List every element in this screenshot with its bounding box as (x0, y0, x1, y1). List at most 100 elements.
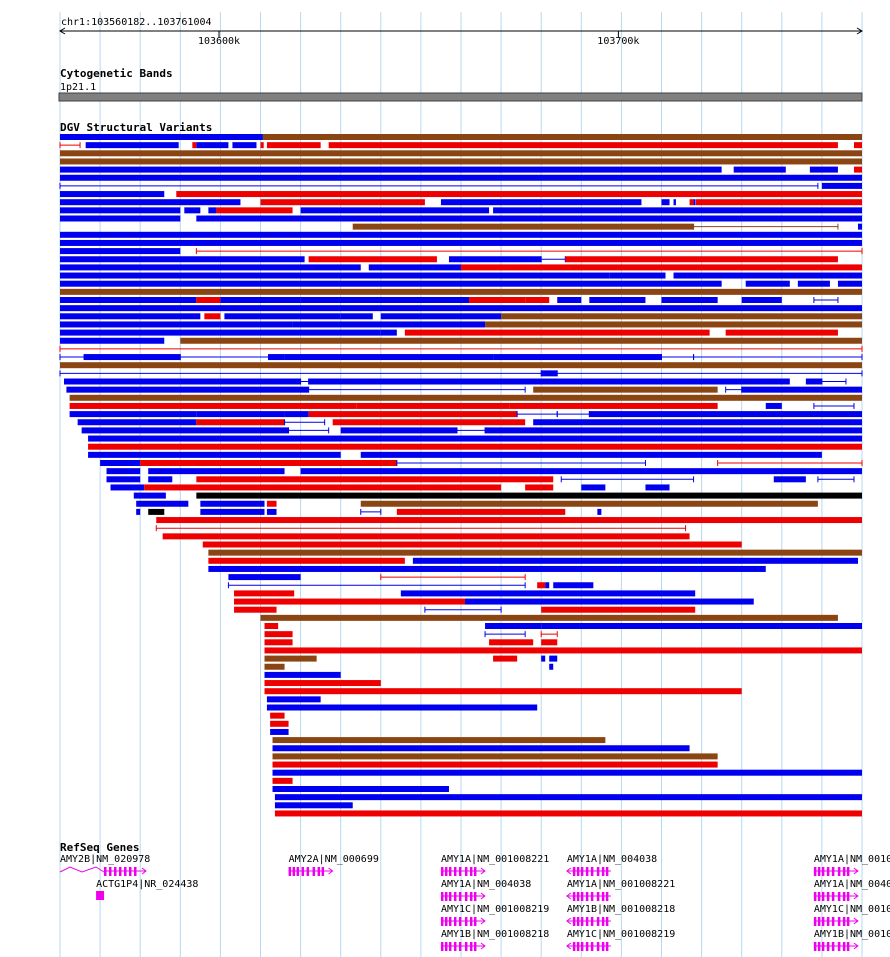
dgv-variant-gain[interactable] (412, 557, 858, 564)
dgv-variant-loss[interactable] (140, 460, 397, 466)
dgv-variant-loss[interactable] (268, 402, 357, 409)
dgv-variant-loss[interactable] (162, 533, 690, 540)
dgv-variant-gain[interactable] (284, 354, 494, 361)
dgv-variant-gain[interactable] (266, 696, 321, 703)
dgv-variant-gain[interactable] (557, 297, 582, 303)
dgv-variant-gain[interactable] (821, 182, 862, 189)
dgv-variant-gain[interactable] (741, 297, 782, 303)
dgv-variant-loss[interactable] (525, 297, 550, 303)
dgv-variant-gain[interactable] (661, 297, 718, 303)
dgv-variant-loss[interactable] (156, 517, 863, 524)
dgv-variant-gain[interactable] (60, 280, 722, 287)
dgv-variant-both[interactable] (272, 753, 718, 760)
dgv-variant-gain[interactable] (60, 239, 862, 246)
dgv-variant-gain[interactable] (340, 427, 457, 434)
dgv-variant-gain[interactable] (284, 411, 309, 418)
dgv-variant-loss[interactable] (509, 402, 718, 409)
dgv-variant-gain[interactable] (60, 256, 305, 263)
dgv-variant-both[interactable] (272, 737, 606, 744)
dgv-variant-gain[interactable] (60, 191, 165, 198)
dgv-variant-gain[interactable] (274, 802, 353, 809)
dgv-variant-both[interactable] (208, 549, 862, 556)
dgv-variant-both[interactable] (501, 313, 862, 320)
refseq-gene[interactable]: AMY1B|NM_001008218 (813, 929, 890, 951)
dgv-variant-loss[interactable] (155, 525, 687, 532)
refseq-gene[interactable]: AMY1A|NM_004038 (813, 879, 890, 901)
dgv-variant-loss[interactable] (272, 777, 293, 784)
dgv-variant-gain[interactable] (440, 199, 642, 206)
dgv-variant-gain[interactable] (179, 354, 270, 361)
dgv-variant-gain[interactable] (485, 427, 862, 434)
dgv-variant-loss[interactable] (356, 402, 510, 409)
dgv-variant-gain[interactable] (308, 386, 526, 393)
dgv-variant-gain[interactable] (300, 468, 863, 475)
dgv-variant-gain[interactable] (465, 598, 754, 605)
dgv-variant-gain[interactable] (673, 199, 676, 206)
dgv-variant-gain[interactable] (461, 313, 502, 320)
dgv-variant-gain[interactable] (268, 297, 301, 303)
dgv-variant-loss[interactable] (396, 508, 566, 515)
dgv-variant-both[interactable] (180, 337, 863, 344)
dgv-variant-gain[interactable] (300, 378, 310, 385)
dgv-variant-gain[interactable] (264, 671, 341, 678)
dgv-variant-both[interactable] (485, 321, 862, 328)
dgv-variant-gain[interactable] (60, 207, 181, 214)
dgv-variant-gain[interactable] (545, 582, 550, 589)
dgv-variant-loss[interactable] (565, 256, 838, 263)
dgv-variant-gain[interactable] (60, 174, 862, 181)
dgv-variant-gain[interactable] (60, 134, 263, 140)
dgv-variant-gain[interactable] (809, 166, 838, 173)
dgv-variant-gain[interactable] (148, 476, 173, 483)
dgv-variant-gain[interactable] (266, 508, 277, 515)
dgv-variant-gain[interactable] (493, 207, 862, 214)
dgv-variant-loss[interactable] (264, 623, 279, 629)
dgv-variant-gain[interactable] (60, 297, 197, 303)
refseq-gene[interactable]: AMY2A|NM_000699 (288, 854, 379, 876)
dgv-variant-gain[interactable] (541, 655, 546, 662)
dgv-variant-gain[interactable] (400, 590, 696, 597)
dgv-variant-gain[interactable] (227, 582, 526, 589)
dgv-variant-loss[interactable] (525, 484, 554, 491)
dgv-variant-gain[interactable] (725, 386, 743, 393)
dgv-variant-gain[interactable] (424, 606, 502, 613)
dgv-variant-gain[interactable] (69, 411, 197, 418)
dgv-variant-gain[interactable] (133, 492, 166, 499)
dgv-variant-gain[interactable] (448, 256, 542, 263)
dgv-variant-both[interactable] (360, 500, 818, 507)
dgv-variant-gain[interactable] (136, 500, 189, 507)
cytoband-bar[interactable] (58, 92, 863, 102)
refseq-gene[interactable]: AMY1C|NM_001008219 (566, 929, 675, 951)
refseq-gene[interactable]: AMY1A|NM_004038 (566, 854, 657, 876)
dgv-variant-gain[interactable] (589, 297, 646, 303)
dgv-variant-gain[interactable] (805, 378, 822, 385)
dgv-variant-gain[interactable] (60, 166, 722, 173)
dgv-variant-gain[interactable] (540, 256, 566, 263)
dgv-variant-both[interactable] (60, 288, 862, 295)
dgv-variant-gain[interactable] (136, 508, 141, 515)
dgv-variant-both[interactable] (352, 223, 694, 230)
dgv-variant-gain[interactable] (693, 354, 863, 361)
dgv-variant-gain[interactable] (106, 476, 141, 483)
dgv-variant-gain[interactable] (765, 402, 782, 409)
dgv-variant-gain[interactable] (60, 337, 165, 344)
dgv-variant-gain[interactable] (741, 386, 862, 393)
dgv-variant-gain[interactable] (196, 411, 285, 418)
dgv-variant-gain[interactable] (360, 451, 822, 458)
dgv-variant-loss[interactable] (59, 345, 863, 352)
dgv-variant-loss[interactable] (234, 590, 295, 597)
dgv-variant-both[interactable] (533, 386, 718, 393)
dgv-variant-both[interactable] (262, 134, 862, 140)
dgv-variant-gain[interactable] (380, 329, 397, 336)
dgv-variant-gain[interactable] (589, 411, 862, 418)
dgv-variant-both[interactable] (264, 655, 317, 662)
dgv-variant-gain[interactable] (59, 354, 85, 361)
dgv-variant-loss[interactable] (489, 639, 534, 646)
dgv-variant-gain[interactable] (60, 272, 610, 279)
dgv-variant-loss[interactable] (274, 810, 862, 817)
dgv-variant-loss[interactable] (541, 606, 696, 613)
dgv-variant-gain[interactable] (673, 272, 862, 279)
dgv-variant-gain[interactable] (60, 215, 181, 222)
dgv-variant-loss[interactable] (272, 761, 718, 768)
dgv-variant-gain[interactable] (549, 655, 558, 662)
dgv-variant-loss[interactable] (176, 191, 863, 198)
